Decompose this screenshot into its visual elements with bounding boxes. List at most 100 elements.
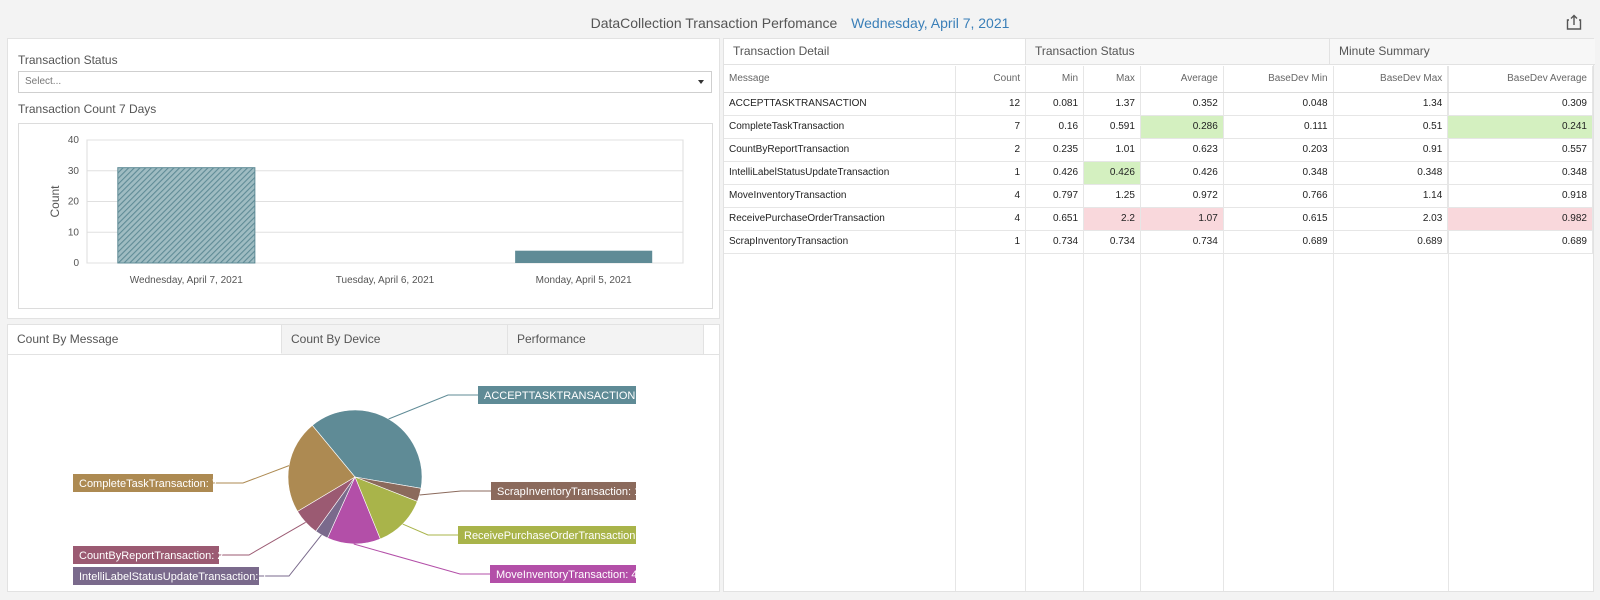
pie-data-label-box [73, 567, 259, 585]
cell-avg: 0.623 [1140, 138, 1224, 162]
cell-bd-max: 0.51 [1333, 115, 1449, 139]
pie-leader-line [259, 534, 322, 577]
cell-bd-min: 0.203 [1223, 138, 1334, 162]
cell-bd-max: 1.14 [1333, 184, 1449, 208]
table-body: ACCEPTTASKTRANSACTION 12 0.081 1.37 0.352 0.0… [724, 92, 1593, 254]
cell-message: ACCEPTTASKTRANSACTION [724, 92, 957, 116]
cell-avg: 0.734 [1140, 230, 1224, 254]
y-tick-label: 30 [68, 166, 80, 177]
cell-count: 1 [955, 230, 1027, 254]
cell-avg: 0.426 [1140, 161, 1224, 185]
x-tick-label: Wednesday, April 7, 2021 [130, 275, 243, 286]
pie-data-label: CompleteTaskTransaction: 7 [79, 478, 218, 490]
share-export-icon[interactable] [1566, 14, 1582, 30]
cell-min: 0.734 [1025, 230, 1085, 254]
transaction-grid-panel: Transaction Detail Transaction Status Mi… [723, 38, 1595, 592]
table-row[interactable]: ScrapInventoryTransaction 1 0.734 0.734 0.73… [724, 230, 1593, 254]
transaction-table: Message Count Min Max Average BaseDev Min Base… [724, 66, 1593, 254]
pie-data-label: ReceivePurchaseOrderTransaction: 4 [464, 530, 648, 542]
tab-minute-summary[interactable]: Minute Summary [1330, 39, 1595, 65]
cell-message: ReceivePurchaseOrderTransaction [724, 207, 957, 231]
column-header-basedev-average[interactable]: BaseDev Average [1447, 66, 1593, 93]
table-row[interactable]: MoveInventoryTransaction 4 0.797 1.25 0.972 0… [724, 184, 1593, 208]
page-header: DataCollection Transaction Perfomance We… [0, 0, 1600, 36]
cell-max: 1.01 [1083, 138, 1141, 162]
cell-bd-avg: 0.982 [1447, 207, 1593, 231]
y-tick-label: 20 [68, 197, 80, 208]
page-title: DataCollection Transaction Perfomance [590, 15, 838, 31]
pie-leader-line [419, 490, 491, 496]
bar-chart-container: 0 10 20 30 40 Count Wednesday, April 7, 2021 Tu… [18, 123, 713, 309]
cell-min: 0.16 [1025, 115, 1085, 139]
cell-bd-max: 0.348 [1333, 161, 1449, 185]
cell-max: 0.734 [1083, 230, 1141, 254]
column-header-message[interactable]: Message [724, 66, 957, 93]
cell-bd-max: 2.03 [1333, 207, 1449, 231]
header-title-group: DataCollection Transaction Perfomance We… [0, 15, 1600, 31]
cell-min: 0.235 [1025, 138, 1085, 162]
column-header-basedev-max[interactable]: BaseDev Max [1333, 66, 1449, 93]
pie-data-label: MoveInventoryTransaction: 4 [496, 569, 637, 581]
cell-message: IntelliLabelStatusUpdateTransaction [724, 161, 957, 185]
tab-count-by-message[interactable]: Count By Message [8, 325, 282, 354]
cell-bd-max: 0.91 [1333, 138, 1449, 162]
table-row[interactable]: IntelliLabelStatusUpdateTransaction 1 0.42… [724, 161, 1593, 185]
column-header-basedev-min[interactable]: BaseDev Min [1223, 66, 1334, 93]
cell-avg: 0.352 [1140, 92, 1224, 116]
pie-leader-line [219, 521, 306, 556]
pie-slice[interactable] [287, 424, 356, 512]
cell-min: 0.426 [1025, 161, 1085, 185]
tab-transaction-status[interactable]: Transaction Status [1026, 39, 1330, 65]
pie-leader-line [353, 543, 490, 575]
cell-max: 0.591 [1083, 115, 1141, 139]
pie-data-label-box [491, 482, 636, 500]
cell-bd-max: 1.34 [1333, 92, 1449, 116]
pie-data-label-box [73, 474, 213, 492]
count-by-message-pie-chart: ACCEPTTASKTRANSACTION: 12 ScrapInventoryT… [73, 386, 654, 585]
table-row[interactable]: CountByReportTransaction 2 0.235 1.01 0.623 0… [724, 138, 1593, 162]
table-row[interactable]: CompleteTaskTransaction 7 0.16 0.591 0.286 0.… [724, 115, 1593, 139]
cell-count: 1 [955, 161, 1027, 185]
header-date: Wednesday, April 7, 2021 [851, 15, 1010, 31]
bar[interactable] [117, 167, 256, 264]
tab-performance[interactable]: Performance [508, 325, 704, 354]
grid-group-tabs: Transaction Detail Transaction Status Mi… [724, 39, 1595, 65]
table-header-row: Message Count Min Max Average BaseDev Min Base… [724, 66, 1593, 93]
select-placeholder: Select... [25, 76, 62, 87]
transaction-status-select[interactable]: Select... [18, 71, 712, 93]
cell-max: 2.2 [1083, 207, 1141, 231]
bar[interactable] [515, 250, 653, 263]
cell-bd-min: 0.689 [1223, 230, 1334, 254]
tab-count-by-device[interactable]: Count By Device [282, 325, 508, 354]
tab-transaction-detail[interactable]: Transaction Detail [724, 39, 1026, 65]
cell-message: ScrapInventoryTransaction [724, 230, 957, 254]
cell-bd-avg: 0.309 [1447, 92, 1593, 116]
chevron-down-icon [698, 80, 704, 84]
y-tick-label: 0 [73, 258, 79, 269]
cell-bd-min: 0.048 [1223, 92, 1334, 116]
cell-bd-min: 0.615 [1223, 207, 1334, 231]
column-header-min[interactable]: Min [1025, 66, 1085, 93]
transaction-status-label: Transaction Status [18, 53, 118, 67]
cell-max: 1.25 [1083, 184, 1141, 208]
pie-data-label: ACCEPTTASKTRANSACTION: 12 [484, 390, 654, 402]
cell-count: 7 [955, 115, 1027, 139]
y-tick-label: 40 [68, 135, 80, 146]
cell-min: 0.797 [1025, 184, 1085, 208]
pie-slice[interactable] [311, 409, 423, 489]
cell-min: 0.081 [1025, 92, 1085, 116]
table-row[interactable]: ACCEPTTASKTRANSACTION 12 0.081 1.37 0.352 0.0… [724, 92, 1593, 116]
count-by-message-panel: Count By Message Count By Device Performan… [7, 324, 720, 592]
y-tick-label: 10 [68, 227, 80, 238]
column-header-max[interactable]: Max [1083, 66, 1141, 93]
cell-avg: 1.07 [1140, 207, 1224, 231]
x-tick-label: Monday, April 5, 2021 [536, 275, 632, 286]
pie-data-label: ScrapInventoryTransaction: 1 [497, 486, 640, 498]
pie-leader-line [388, 394, 478, 420]
cell-message: CountByReportTransaction [724, 138, 957, 162]
column-header-count[interactable]: Count [955, 66, 1027, 93]
table-row[interactable]: ReceivePurchaseOrderTransaction 4 0.651 2.2… [724, 207, 1593, 231]
pie-leader-line [213, 465, 290, 484]
cell-min: 0.651 [1025, 207, 1085, 231]
column-header-average[interactable]: Average [1140, 66, 1224, 93]
